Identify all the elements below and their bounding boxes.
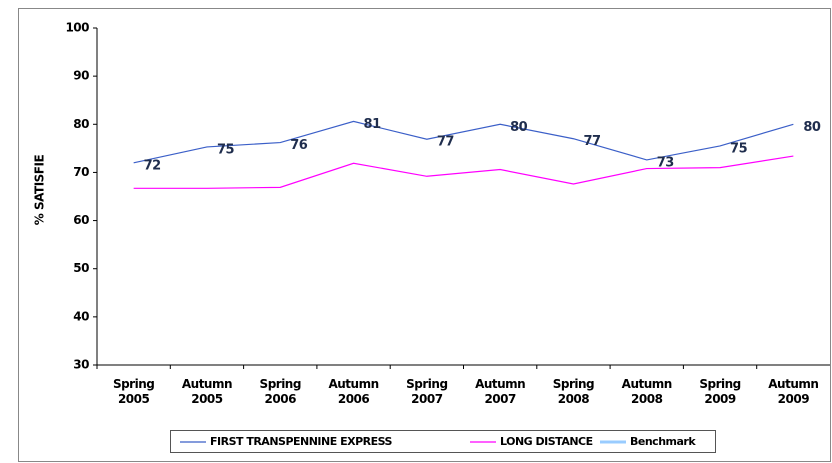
legend-label: Benchmark: [630, 435, 696, 448]
data-label: 81: [364, 117, 382, 132]
data-label: 77: [437, 135, 455, 150]
data-label: 75: [217, 142, 235, 157]
data-label: 72: [144, 158, 161, 173]
y-tick-label: 70: [73, 165, 89, 179]
legend-label: FIRST TRANSPENNINE EXPRESS: [210, 435, 393, 448]
x-tick-label: Spring 2007: [406, 377, 447, 406]
x-tick-label: Autumn 2006: [328, 377, 378, 406]
chart-border: [18, 8, 831, 462]
data-label: 77: [583, 134, 601, 149]
series-line: [133, 120, 794, 164]
data-label: 76: [290, 138, 308, 153]
y-tick-label: 50: [73, 261, 89, 275]
x-tick-label: Spring 2008: [553, 377, 594, 406]
data-label: 75: [730, 141, 748, 156]
y-tick-label: 80: [73, 117, 89, 131]
legend-box: [170, 430, 716, 453]
x-tick-label: Autumn 2005: [182, 377, 232, 406]
series-line: [133, 155, 794, 189]
x-tick-label: Spring 2006: [260, 377, 301, 406]
x-tick-label: Spring 2005: [113, 377, 154, 406]
y-tick-label: 100: [65, 21, 89, 35]
y-tick-label: 40: [73, 309, 89, 323]
y-tick-label: 60: [73, 213, 89, 227]
x-tick-label: Autumn 2008: [622, 377, 672, 406]
y-tick-label: 30: [73, 358, 89, 372]
y-axis-label: % SATISFIE: [33, 155, 47, 226]
data-label: 73: [657, 155, 675, 170]
legend-label: LONG DISTANCE: [500, 435, 593, 448]
x-tick-label: Autumn 2009: [768, 377, 818, 406]
data-label: 80: [510, 120, 528, 135]
y-tick-label: 90: [73, 69, 89, 83]
x-tick-label: Spring 2009: [699, 377, 740, 406]
x-tick-label: Autumn 2007: [475, 377, 525, 406]
data-label: 80: [803, 120, 821, 135]
